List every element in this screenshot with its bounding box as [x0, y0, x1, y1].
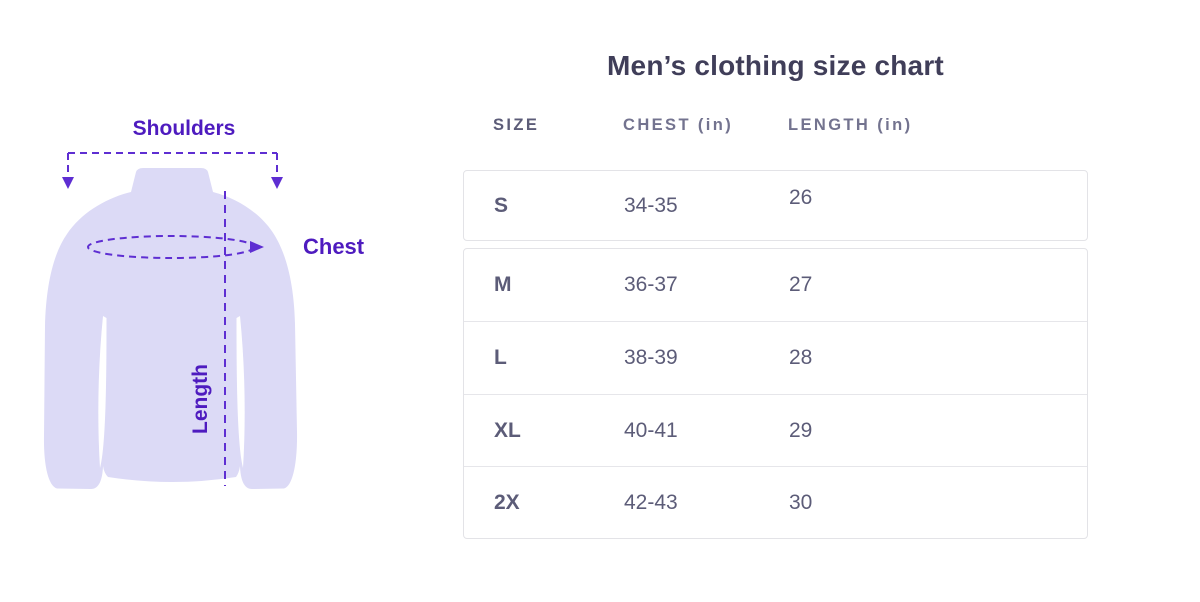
shirt-illustration-svg	[43, 152, 298, 489]
cell-chest: 36-37	[624, 273, 678, 297]
column-header-chest: CHEST (in)	[623, 115, 734, 134]
cell-size: 2X	[494, 490, 520, 514]
cell-size: L	[494, 346, 507, 370]
size-row-card-s: S 34-35 26	[463, 170, 1088, 241]
cell-size: XL	[494, 418, 521, 442]
cell-chest: 38-39	[624, 346, 678, 370]
page-title: Men’s clothing size chart	[607, 50, 944, 81]
cell-length: 30	[789, 490, 813, 514]
cell-chest: 40-41	[624, 418, 678, 442]
column-header-size: SIZE	[493, 115, 540, 134]
cell-size: M	[494, 273, 512, 297]
cell-chest: 34-35	[624, 193, 678, 217]
shoulders-arrow-left	[62, 177, 74, 189]
cell-length: 28	[789, 346, 813, 370]
shoulders-arrow-right	[271, 177, 283, 189]
cell-chest: 42-43	[624, 490, 678, 514]
chest-label: Chest	[303, 234, 365, 259]
right-sleeve-gap	[236, 316, 245, 468]
cell-length: 29	[789, 418, 813, 442]
chest-arrow	[250, 241, 264, 253]
cell-length: 26	[789, 185, 813, 209]
shoulders-label: Shoulders	[132, 117, 236, 140]
table-row: L 38-39 28	[464, 321, 1087, 394]
length-label: Length	[189, 364, 212, 434]
size-rows-card: M 36-37 27 L 38-39 28 XL 40-41 29 2X 42-…	[463, 248, 1088, 539]
table-row: XL 40-41 29	[464, 393, 1087, 467]
cell-size: S	[494, 193, 509, 217]
table-header: SIZE CHEST (in) LENGTH (in)	[463, 112, 1088, 138]
cell-length: 27	[789, 273, 813, 297]
column-header-length: LENGTH (in)	[788, 115, 913, 134]
table-row: S 34-35 26	[464, 171, 1087, 240]
table-row: M 36-37 27	[464, 249, 1087, 321]
table-row: 2X 42-43 30	[464, 465, 1087, 539]
left-sleeve-gap	[98, 316, 107, 468]
shirt-measurement-diagram: Shoulders Chest Length	[0, 0, 430, 602]
shoulders-measure-line	[67, 152, 278, 176]
shirt-silhouette	[43, 168, 298, 489]
